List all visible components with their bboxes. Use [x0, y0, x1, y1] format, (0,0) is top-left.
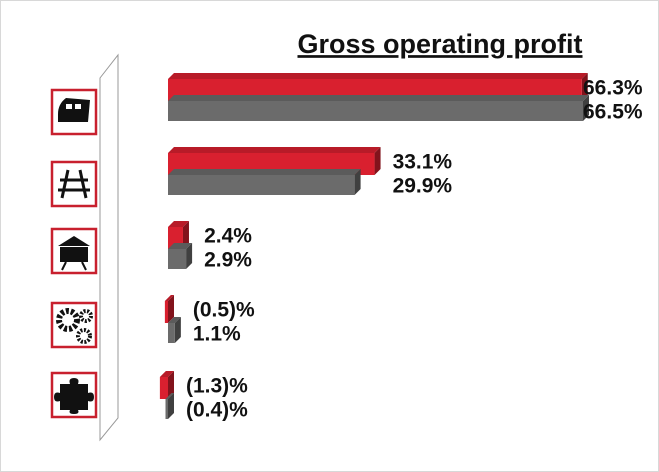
- bar: [168, 249, 187, 269]
- bar: [164, 301, 168, 323]
- value-label: 1.1%: [193, 323, 241, 346]
- bar-side: [374, 147, 381, 175]
- track-icon: [58, 169, 90, 199]
- bar-top: [168, 147, 381, 153]
- bar: [168, 175, 355, 195]
- train-icon: [58, 98, 90, 122]
- bar-top: [168, 169, 361, 175]
- train-window: [75, 104, 81, 109]
- bar: [159, 377, 168, 399]
- bar-top: [159, 371, 174, 377]
- train-window: [66, 104, 72, 109]
- bar-side: [186, 243, 193, 269]
- gear-icon: [79, 309, 93, 323]
- bar: [168, 323, 175, 343]
- bar-side: [182, 221, 189, 249]
- value-label: 66.3%: [583, 77, 643, 100]
- gear-icon: [76, 328, 92, 344]
- value-label: 66.5%: [583, 101, 643, 124]
- bar-top: [168, 221, 189, 227]
- gear-icon: [56, 308, 80, 332]
- value-label: (1.3)%: [186, 375, 248, 398]
- value-label: 29.9%: [393, 175, 453, 198]
- chart-title: Gross operating profit: [297, 29, 582, 59]
- bar-top: [168, 95, 589, 101]
- bar-top: [165, 393, 174, 399]
- value-label: (0.4)%: [186, 399, 248, 422]
- bar-side: [174, 317, 181, 343]
- icons: [50, 88, 98, 419]
- icon-panel: [99, 53, 119, 442]
- value-label: 2.9%: [204, 249, 252, 272]
- station-icon: [58, 236, 90, 262]
- bar-top: [168, 243, 193, 249]
- bar-side: [583, 95, 589, 121]
- bar-top: [168, 73, 588, 79]
- station-rails: [61, 261, 87, 271]
- bar-side: [354, 169, 361, 195]
- value-label: (0.5)%: [193, 299, 255, 322]
- bar-top: [164, 295, 174, 301]
- bar-side: [581, 73, 588, 101]
- puzzle-icon: [54, 378, 94, 414]
- bar-side: [168, 393, 174, 419]
- bar: [165, 399, 168, 419]
- value-label: 2.4%: [204, 225, 252, 248]
- bar-top: [168, 317, 181, 323]
- bar-side: [168, 371, 174, 399]
- bar-side: [168, 295, 174, 323]
- value-label: 33.1%: [393, 151, 453, 174]
- icon-box: [50, 160, 98, 208]
- bar: [168, 101, 583, 121]
